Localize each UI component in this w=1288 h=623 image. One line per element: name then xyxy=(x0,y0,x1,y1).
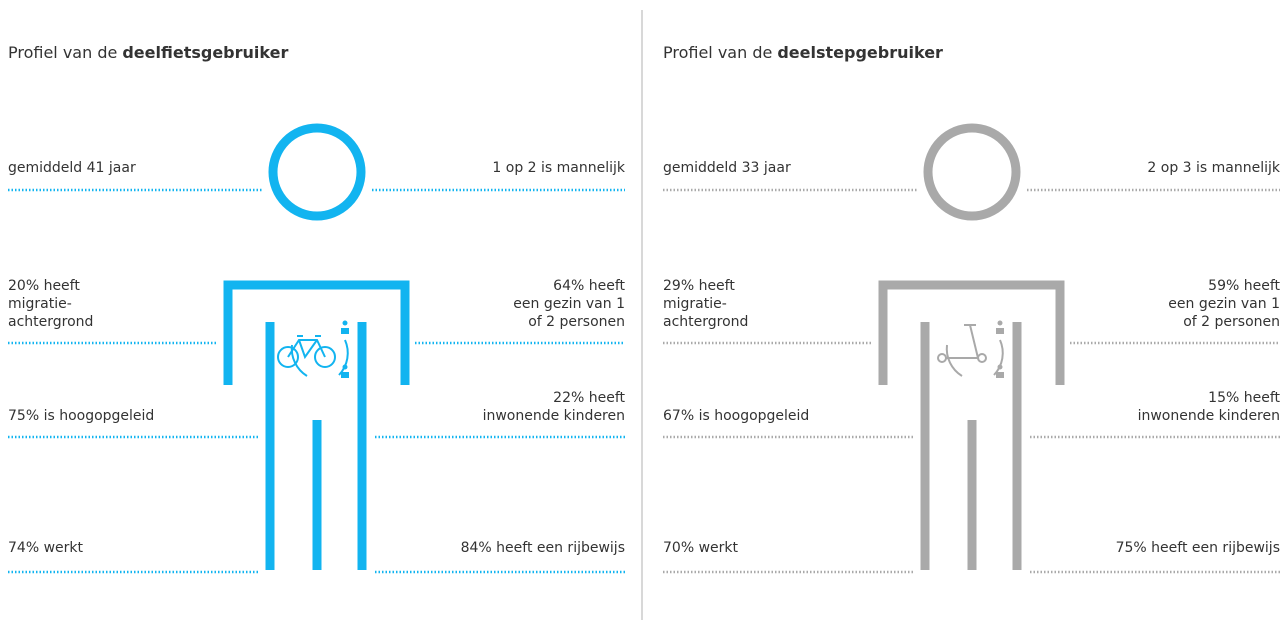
frame xyxy=(288,336,325,357)
stat-label: gemiddeld 33 jaar xyxy=(663,160,791,176)
person-body xyxy=(996,328,1004,334)
head xyxy=(928,128,1016,216)
person-head xyxy=(343,365,348,370)
stat-label: gemiddeld 41 jaar xyxy=(8,160,136,176)
stat-label: achtergrond xyxy=(8,314,93,330)
stat-label: 2 op 3 is mannelijk xyxy=(1147,160,1280,176)
stat-label: een gezin van 1 xyxy=(513,296,625,312)
stat-label: een gezin van 1 xyxy=(1168,296,1280,312)
wheel xyxy=(978,354,986,362)
person-head xyxy=(343,321,348,326)
stat-label: 84% heeft een rijbewijs xyxy=(461,540,625,556)
profile-panel: Profiel van de deelfietsgebruiker gemiddel… xyxy=(8,43,626,572)
stat-label: 75% heeft een rijbewijs xyxy=(1116,540,1280,556)
page: Profiel van de deelfietsgebruiker gemiddel… xyxy=(0,0,1288,623)
stat-label: inwonende kinderen xyxy=(483,408,625,424)
stat-label: 20% heeft xyxy=(8,278,80,294)
person-body xyxy=(341,372,349,378)
stat-label: of 2 personen xyxy=(528,314,625,330)
stat-label: 64% heeft xyxy=(553,278,625,294)
panel-title: Profiel van de deelfietsgebruiker xyxy=(8,43,288,62)
stat-label: 29% heeft xyxy=(663,278,735,294)
person-body xyxy=(996,372,1004,378)
vehicle-icon xyxy=(938,321,1004,379)
title-bold: deelstepgebruiker xyxy=(777,43,943,62)
stat-label: migratie- xyxy=(8,296,72,312)
person-head xyxy=(998,321,1003,326)
head xyxy=(273,128,361,216)
stat-label: migratie- xyxy=(663,296,727,312)
panel-title: Profiel van de deelstepgebruiker xyxy=(663,43,943,62)
stat-label: inwonende kinderen xyxy=(1138,408,1280,424)
stat-label: 75% is hoogopgeleid xyxy=(8,408,154,424)
title-prefix: Profiel van de xyxy=(8,43,117,62)
person-body xyxy=(341,328,349,334)
stat-label: 1 op 2 is mannelijk xyxy=(492,160,625,176)
wheel xyxy=(938,354,946,362)
title-prefix: Profiel van de xyxy=(663,43,772,62)
person-head xyxy=(998,365,1003,370)
vehicle-icon xyxy=(278,321,349,379)
stat-label: achtergrond xyxy=(663,314,748,330)
stat-label: 67% is hoogopgeleid xyxy=(663,408,809,424)
stat-label: 15% heeft xyxy=(1208,390,1280,406)
stat-label: 59% heeft xyxy=(1208,278,1280,294)
stat-label: 22% heeft xyxy=(553,390,625,406)
profile-panel: Profiel van de deelstepgebruiker gemiddeld… xyxy=(663,43,1281,572)
stat-label: of 2 personen xyxy=(1183,314,1280,330)
infographic: Profiel van de deelfietsgebruiker gemiddel… xyxy=(0,0,1288,623)
stat-label: 74% werkt xyxy=(8,540,83,556)
title-bold: deelfietsgebruiker xyxy=(122,43,288,62)
stat-label: 70% werkt xyxy=(663,540,738,556)
frame xyxy=(946,325,978,358)
